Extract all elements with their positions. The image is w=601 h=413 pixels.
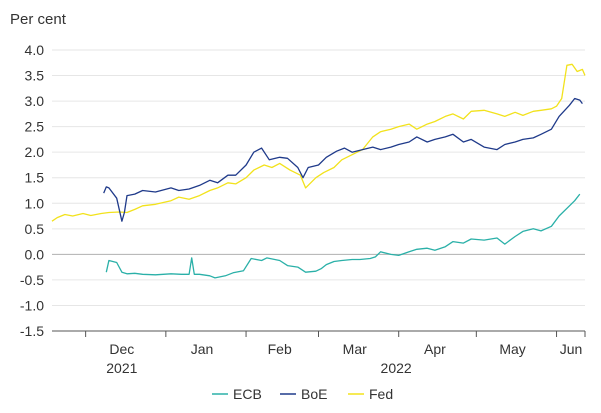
y-tick-label: 2.0 bbox=[25, 144, 45, 160]
y-tick-label: 1.0 bbox=[25, 195, 45, 211]
series-line-ecb bbox=[105, 193, 581, 279]
y-tick-label: -1.5 bbox=[20, 323, 44, 339]
y-tick-label: 0.5 bbox=[25, 221, 45, 237]
y-axis: 4.0 3.5 3.0 2.5 2.0 1.5 1.0 0.5 0.0 -0.5 -1.0 -1.5 bbox=[20, 42, 44, 339]
legend: ECB BoE Fed bbox=[212, 386, 393, 402]
x-tick-label: May bbox=[499, 341, 525, 357]
legend-label-ecb: ECB bbox=[233, 386, 262, 402]
series-line-boe bbox=[103, 97, 583, 222]
y-tick-label: 3.5 bbox=[25, 68, 45, 84]
x-tick-label: Jan bbox=[191, 341, 214, 357]
y-tick-label: 0.0 bbox=[25, 246, 45, 262]
legend-label-boe: BoE bbox=[301, 386, 327, 402]
series-line-fed bbox=[51, 63, 586, 222]
y-tick-label: 4.0 bbox=[25, 42, 45, 58]
legend-label-fed: Fed bbox=[369, 386, 393, 402]
x-tick-label: Dec bbox=[109, 341, 134, 357]
y-tick-label: -0.5 bbox=[20, 272, 44, 288]
y-tick-label: 1.5 bbox=[25, 170, 45, 186]
x-tick-label: Mar bbox=[343, 341, 367, 357]
y-tick-label: 3.0 bbox=[25, 93, 45, 109]
y-axis-unit-label: Per cent bbox=[10, 11, 67, 28]
x-tick-label: Apr bbox=[424, 341, 446, 357]
series-lines bbox=[51, 63, 586, 279]
x-year-label: 2022 bbox=[381, 360, 412, 376]
y-tick-label: 2.5 bbox=[25, 119, 45, 135]
x-axis: Dec Jan Feb Mar Apr May Jun 2021 2022 bbox=[52, 330, 586, 376]
gridlines bbox=[52, 49, 585, 306]
x-tick-label: Feb bbox=[268, 341, 292, 357]
x-year-label: 2021 bbox=[106, 360, 137, 376]
x-tick-label: Jun bbox=[560, 341, 583, 357]
y-tick-label: -1.0 bbox=[20, 297, 44, 313]
